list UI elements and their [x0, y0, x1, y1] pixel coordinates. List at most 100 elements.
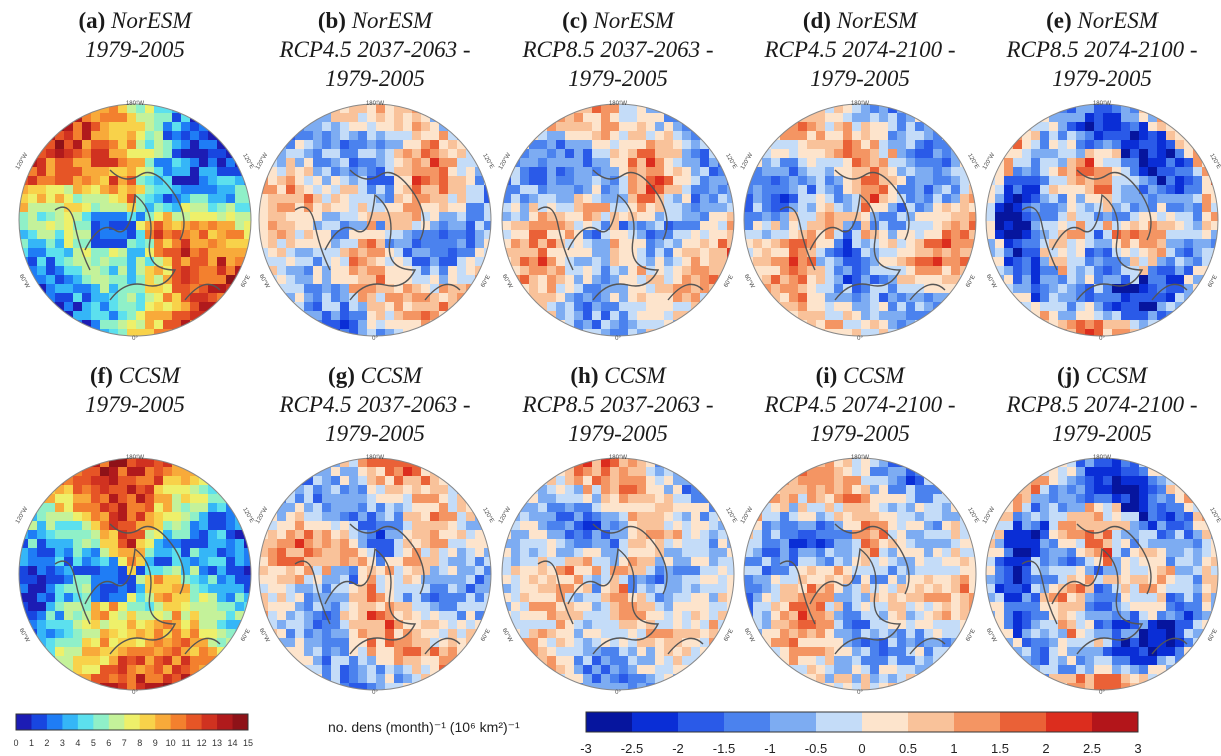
longitude-label: 180°W	[366, 101, 384, 107]
longitude-label: 180°W	[851, 101, 869, 107]
difference-colorbar: -3 -2.5 -2 -1.5 -1 -0.5 0 0.5 1 1.5 2 2.5 3	[580, 711, 1142, 756]
panel-title-line3: 1979-2005	[325, 66, 425, 91]
panel-title: (g) CCSM RCP4.5 2037-2063 -1979-2005	[255, 361, 495, 448]
panel-title-line3: 1979-2005	[810, 66, 910, 91]
coastlines	[54, 523, 221, 655]
longitude-label: 0°	[1099, 336, 1105, 340]
colorbar-tick-label: 7	[122, 738, 127, 748]
panel-title-line1: (d) NorESM	[740, 6, 980, 35]
panel-model: CCSM	[118, 363, 181, 388]
longitude-label: 120°E	[966, 153, 979, 170]
coastlines	[1021, 169, 1188, 301]
colorbar-tick-label: 8	[137, 738, 142, 748]
coastlines	[294, 523, 461, 655]
polar-map: 180°W 120°W 120°E 60°W 60°E 0°	[255, 101, 495, 340]
longitude-label: 0°	[372, 690, 378, 694]
polar-map: 180°W 120°W 120°E 60°W 60°E 0°	[982, 101, 1221, 340]
panel-title-line1: (a) NorESM	[15, 6, 255, 35]
colorbar-units-label: no. dens (month)⁻¹ (10⁶ km²)⁻¹	[328, 719, 520, 735]
colorbar-tick-label: 2	[1042, 741, 1049, 756]
panel-title-line2: RCP8.5 2074-2100 -	[1006, 37, 1198, 62]
panel-title-line2: RCP8.5 2074-2100 -	[1006, 392, 1198, 417]
panel-title-line1: (f) CCSM	[15, 361, 255, 390]
longitude-label: 0°	[132, 336, 138, 340]
panel-title-line3: 1979-2005	[1052, 66, 1152, 91]
colorbar-tick-label: 15	[243, 738, 253, 748]
colorbar-tick-label: 3	[1134, 741, 1141, 756]
panel-model: CCSM	[604, 363, 666, 388]
longitude-label: 60°E	[240, 274, 252, 288]
longitude-label: 60°W	[743, 274, 756, 290]
panel-letter: (e)	[1046, 8, 1078, 33]
panel-title-line2: RCP4.5 2074-2100 -	[764, 37, 956, 62]
colorbar-swatch	[1092, 712, 1139, 732]
longitude-label: 180°W	[126, 455, 144, 461]
colorbar-swatch	[908, 712, 955, 732]
coastlines	[779, 169, 946, 301]
colorbar-swatch	[124, 714, 141, 730]
colorbar-swatch	[678, 712, 725, 732]
longitude-label: 0°	[615, 336, 621, 340]
longitude-label: 0°	[615, 690, 621, 694]
panel-letter: (a)	[78, 8, 112, 33]
colorbar-swatch	[1046, 712, 1093, 732]
panel-letter: (b)	[317, 8, 352, 33]
polar-map: 180°W 120°W 120°E 60°W 60°E 0°	[740, 455, 980, 694]
longitude-label: 120°E	[481, 153, 494, 170]
colorbar-tick-label: 0	[14, 738, 19, 748]
longitude-label: 180°W	[851, 455, 869, 461]
longitude-label: 120°E	[724, 507, 737, 524]
longitude-label: 0°	[1099, 690, 1105, 694]
colorbar-tick-label: -3	[580, 741, 592, 756]
map-border	[985, 103, 1219, 337]
colorbar-swatch	[62, 714, 79, 730]
longitude-label: 60°W	[18, 274, 31, 290]
colorbar-swatch	[155, 714, 172, 730]
panel-model: CCSM	[843, 363, 905, 388]
panel-title: (j) CCSM RCP8.5 2074-2100 -1979-2005	[982, 361, 1221, 448]
colorbar-swatch	[954, 712, 1001, 732]
longitude-label: 120°W	[982, 506, 996, 525]
map-field	[502, 458, 734, 690]
longitude-label: 180°W	[126, 101, 144, 107]
colorbar-swatch	[724, 712, 771, 732]
colorbar-swatch	[201, 714, 218, 730]
longitude-label: 120°W	[255, 152, 269, 171]
colorbar-tick-label: -1	[764, 741, 776, 756]
colorbar-tick-label: 12	[197, 738, 207, 748]
colorbar-swatch	[816, 712, 863, 732]
panel-title: (h) CCSM RCP8.5 2037-2063 -1979-2005	[498, 361, 738, 448]
polar-map: 180°W 120°W 120°E 60°W 60°E 0°	[15, 455, 255, 694]
longitude-label: 0°	[857, 690, 863, 694]
map-border	[258, 103, 492, 337]
longitude-label: 120°W	[498, 506, 512, 525]
panel-model: NorESM	[111, 8, 192, 33]
colorbar-tick-label: -2.5	[621, 741, 643, 756]
colorbar-tick-label: -2	[672, 741, 684, 756]
absolute-colorbar: 0 1 2 3 4 5 6 7 8 9 10 11 12 13 14 15	[14, 713, 253, 748]
panel-model: NorESM	[836, 8, 918, 33]
colorbar-swatch	[170, 714, 187, 730]
longitude-label: 60°E	[480, 628, 492, 642]
longitude-label: 120°E	[966, 507, 979, 524]
panel-title-line2: RCP4.5 2037-2063 -	[279, 392, 471, 417]
colorbar-swatch	[1000, 712, 1047, 732]
panel-letter: (d)	[802, 8, 837, 33]
panel-model: NorESM	[1077, 8, 1158, 33]
longitude-label: 120°E	[724, 153, 737, 170]
colorbar-swatch	[217, 714, 234, 730]
longitude-label: 0°	[372, 336, 378, 340]
panel-title: (a) NorESM 1979-2005	[15, 6, 255, 64]
panel-title-line3: 1979-2005	[810, 421, 910, 446]
panel-title: (b) NorESM RCP4.5 2037-2063 -1979-2005	[255, 6, 495, 93]
panel-title-line3: 1979-2005	[325, 421, 425, 446]
longitude-label: 120°E	[241, 153, 254, 170]
colorbar-tick-label: 9	[153, 738, 158, 748]
colorbar-tick-label: 1	[29, 738, 34, 748]
colorbar-swatch	[862, 712, 909, 732]
colorbar-tick-label: 10	[166, 738, 176, 748]
panel-model: CCSM	[360, 363, 422, 388]
colorbar-tick-label: 14	[228, 738, 238, 748]
colorbar-tick-label: 11	[181, 738, 190, 748]
coastlines	[779, 523, 946, 655]
